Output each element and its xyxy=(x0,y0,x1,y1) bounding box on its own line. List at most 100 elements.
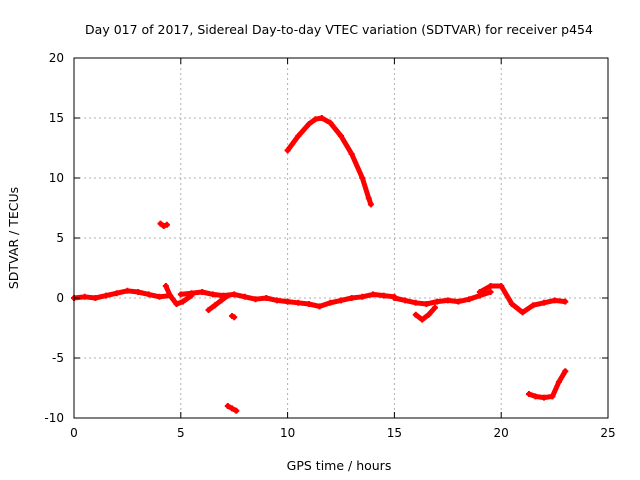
series-trace xyxy=(206,293,231,313)
data-point xyxy=(455,298,462,305)
data-point xyxy=(327,299,334,306)
data-point xyxy=(295,133,302,139)
series-band-0-4.5h xyxy=(71,287,174,301)
data-point xyxy=(229,405,236,412)
series-band-10-15h xyxy=(284,291,398,310)
x-tick-label: 20 xyxy=(494,426,509,440)
data-point xyxy=(525,391,532,397)
data-point xyxy=(205,307,212,313)
data-point xyxy=(305,121,312,127)
data-point xyxy=(92,295,99,301)
series-slant-6.3-7.3h xyxy=(205,292,231,313)
data-point xyxy=(444,297,451,304)
data-point xyxy=(540,299,547,306)
data-point xyxy=(562,298,569,305)
data-point xyxy=(327,119,334,126)
data-point xyxy=(231,314,238,321)
data-point xyxy=(211,302,218,309)
data-point xyxy=(359,175,366,181)
data-point xyxy=(476,289,483,295)
data-point xyxy=(370,291,377,298)
y-tick-label: 20 xyxy=(49,51,64,65)
data-layer xyxy=(71,115,569,414)
data-point xyxy=(380,292,387,299)
data-point xyxy=(423,301,430,307)
series-blip-7.4h xyxy=(229,313,238,321)
y-tick-label: -10 xyxy=(44,411,64,425)
data-point xyxy=(284,147,291,154)
y-tick-label: 0 xyxy=(56,291,64,305)
data-point xyxy=(163,221,170,228)
data-point xyxy=(425,311,432,318)
data-point xyxy=(318,115,325,121)
data-point xyxy=(555,379,562,385)
data-point xyxy=(81,293,88,300)
data-point xyxy=(391,295,398,301)
y-tick-label: -5 xyxy=(52,351,64,365)
data-point xyxy=(312,116,319,123)
x-tick-label: 5 xyxy=(177,426,185,440)
data-point xyxy=(412,311,419,318)
data-point xyxy=(402,297,409,304)
data-point xyxy=(167,292,174,299)
x-axis-label: GPS time / hours xyxy=(287,458,392,473)
data-point xyxy=(103,292,110,299)
data-point xyxy=(284,298,291,305)
data-point xyxy=(224,292,231,299)
y-tick-label: 10 xyxy=(49,171,64,185)
series-arc-10-14h xyxy=(284,115,374,208)
data-point xyxy=(224,403,231,409)
series-trace xyxy=(391,289,494,307)
data-point xyxy=(218,297,225,304)
data-point xyxy=(532,393,539,400)
data-point xyxy=(540,394,547,401)
data-point xyxy=(530,302,537,309)
data-point xyxy=(233,407,240,414)
y-axis-label: SDTVAR / TECUs xyxy=(6,187,21,289)
data-point xyxy=(177,291,184,298)
data-point xyxy=(348,295,355,301)
data-point xyxy=(466,296,473,303)
data-point xyxy=(124,287,131,294)
data-point xyxy=(273,297,280,304)
data-point xyxy=(487,283,494,289)
data-point xyxy=(359,293,366,300)
data-point xyxy=(156,293,163,300)
series-trace xyxy=(285,115,374,207)
data-point xyxy=(419,316,426,323)
data-point xyxy=(348,151,355,157)
data-point xyxy=(160,223,167,229)
data-point xyxy=(241,293,248,300)
y-tick-label: 5 xyxy=(56,231,64,245)
series-trace xyxy=(71,288,173,301)
x-tick-label: 25 xyxy=(600,426,615,440)
series-band-19-23h xyxy=(476,283,569,316)
tick-marks xyxy=(73,57,609,419)
y-tick-label: 15 xyxy=(49,111,64,125)
data-point xyxy=(145,291,152,298)
data-point xyxy=(263,295,270,301)
data-point xyxy=(188,290,195,297)
data-point xyxy=(549,393,556,400)
grid-lines xyxy=(74,58,608,418)
data-point xyxy=(551,297,558,304)
data-point xyxy=(365,195,372,202)
data-point xyxy=(412,299,419,306)
data-point xyxy=(498,283,505,289)
data-point xyxy=(562,368,569,375)
series-band-5-10h xyxy=(177,289,291,305)
x-tick-label: 10 xyxy=(280,426,295,440)
data-point xyxy=(338,133,344,139)
data-point xyxy=(252,296,259,303)
data-point xyxy=(431,304,438,311)
series-cluster-7.5h xyxy=(224,403,240,414)
data-point xyxy=(209,291,216,298)
data-point xyxy=(157,220,164,227)
x-tick-label: 15 xyxy=(387,426,402,440)
data-point xyxy=(434,298,441,305)
tick-labels: 0 5 10 15 20 25 -10 -5 0 5 10 15 20 xyxy=(44,51,615,440)
series-tail-21.3-23h xyxy=(525,368,569,401)
data-point xyxy=(519,309,526,316)
x-tick-label: 0 xyxy=(70,426,78,440)
